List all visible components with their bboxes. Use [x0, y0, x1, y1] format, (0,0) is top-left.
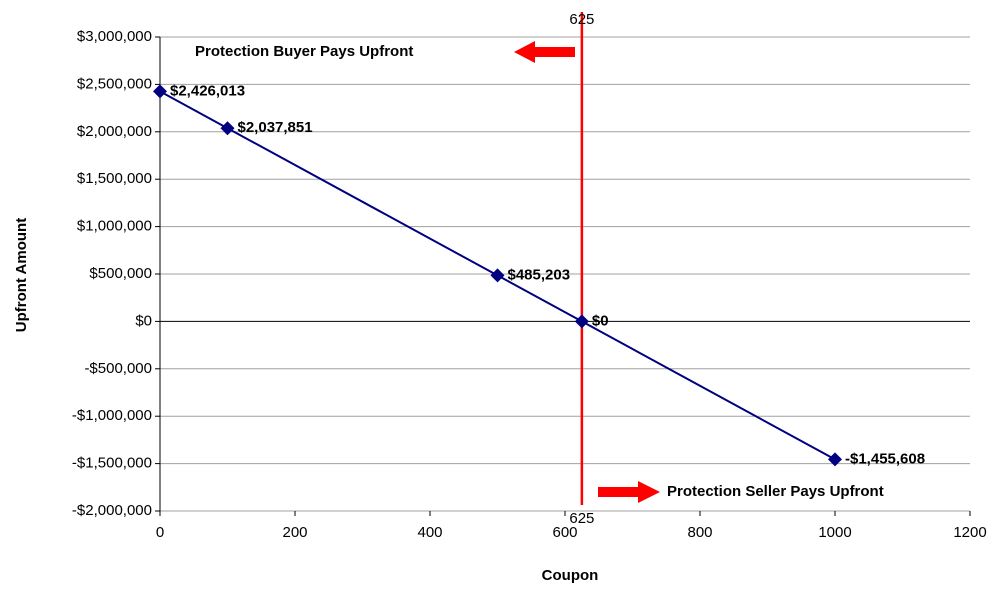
y-tick-label: $3,000,000 — [77, 28, 152, 45]
x-tick-label: 1000 — [818, 524, 851, 541]
y-tick-label: -$1,000,000 — [72, 407, 152, 424]
data-label: $0 — [592, 312, 609, 329]
y-axis-label: Upfront Amount — [13, 218, 30, 332]
y-tick-label: $0 — [135, 312, 152, 329]
reference-label: 625 — [569, 11, 594, 28]
y-tick-label: $1,500,000 — [77, 170, 152, 187]
y-tick-label: $2,500,000 — [77, 75, 152, 92]
data-label: -$1,455,608 — [845, 450, 925, 467]
y-tick-label: $1,000,000 — [77, 218, 152, 235]
annotation: Protection Seller Pays Upfront — [667, 483, 884, 500]
x-axis-label: Coupon — [542, 567, 599, 584]
x-tick-label: 200 — [282, 524, 307, 541]
marker — [220, 121, 235, 136]
arrow-right — [598, 481, 660, 503]
x-tick-label: 600 — [552, 524, 577, 541]
data-label: $485,203 — [508, 266, 571, 283]
y-tick-label: -$2,000,000 — [72, 502, 152, 519]
data-label: $2,037,851 — [238, 119, 313, 136]
y-tick-label: -$500,000 — [84, 360, 152, 377]
annotation: Protection Buyer Pays Upfront — [195, 43, 413, 60]
x-tick-label: 1200 — [953, 524, 986, 541]
y-tick-label: -$1,500,000 — [72, 455, 152, 472]
marker — [828, 452, 842, 467]
data-label: $2,426,013 — [170, 82, 245, 99]
marker — [574, 314, 589, 329]
arrow-left — [514, 41, 575, 63]
y-tick-label: $500,000 — [89, 265, 152, 282]
reference-label: 625 — [569, 510, 594, 527]
x-tick-label: 0 — [156, 524, 164, 541]
x-tick-label: 400 — [417, 524, 442, 541]
y-tick-label: $2,000,000 — [77, 123, 152, 140]
marker — [490, 268, 505, 283]
marker — [153, 84, 167, 99]
x-tick-label: 800 — [687, 524, 712, 541]
